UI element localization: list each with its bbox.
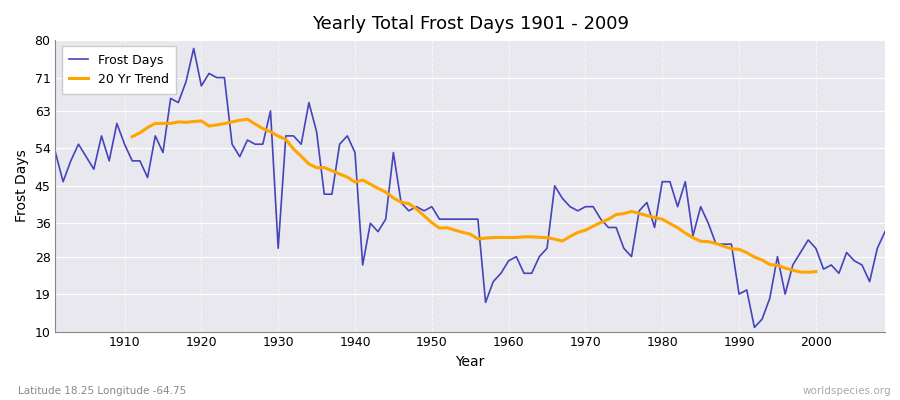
- Line: Frost Days: Frost Days: [56, 48, 885, 328]
- Frost Days: [503, 258, 514, 263]
- Y-axis label: Frost Days: Frost Days: [15, 150, 29, 222]
- Legend: Frost Days, 20 Yr Trend: Frost Days, 20 Yr Trend: [62, 46, 176, 94]
- 20 Yr Trend: [242, 117, 253, 122]
- Frost Days: [749, 325, 760, 330]
- 20 Yr Trend: [611, 212, 622, 217]
- Frost Days: [112, 121, 122, 126]
- 20 Yr Trend: [219, 121, 230, 126]
- Frost Days: [511, 254, 522, 259]
- Text: worldspecies.org: worldspecies.org: [803, 386, 891, 396]
- 20 Yr Trend: [788, 268, 798, 272]
- Frost Days: [50, 150, 61, 155]
- 20 Yr Trend: [803, 270, 814, 275]
- 20 Yr Trend: [127, 134, 138, 139]
- Frost Days: [288, 134, 299, 138]
- X-axis label: Year: Year: [455, 355, 485, 369]
- Title: Yearly Total Frost Days 1901 - 2009: Yearly Total Frost Days 1901 - 2009: [311, 15, 629, 33]
- Frost Days: [879, 229, 890, 234]
- Text: Latitude 18.25 Longitude -64.75: Latitude 18.25 Longitude -64.75: [18, 386, 186, 396]
- Frost Days: [188, 46, 199, 51]
- Frost Days: [603, 225, 614, 230]
- Line: 20 Yr Trend: 20 Yr Trend: [132, 119, 816, 272]
- 20 Yr Trend: [703, 239, 714, 244]
- 20 Yr Trend: [718, 244, 729, 249]
- 20 Yr Trend: [342, 175, 353, 180]
- Frost Days: [334, 142, 345, 147]
- 20 Yr Trend: [811, 269, 822, 274]
